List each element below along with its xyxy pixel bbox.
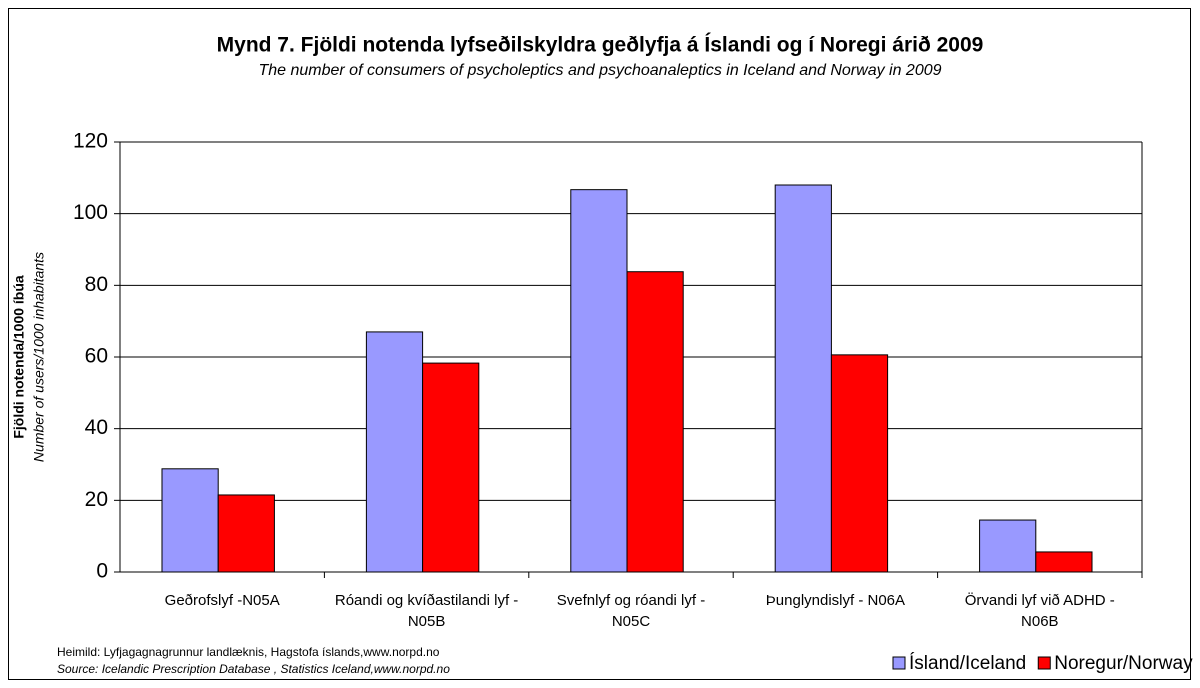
x-tick-label: Svefnlyf og róandi lyf -N05C <box>557 592 705 630</box>
y-tick-label: 120 <box>73 130 108 153</box>
legend-label: Ísland/Iceland <box>909 653 1026 674</box>
legend-swatch <box>1037 656 1051 670</box>
x-tick-label: Þunglyndislyf - N06A <box>766 592 905 609</box>
y-tick-label: 20 <box>85 488 108 511</box>
chart-subtitle: The number of consumers of psycholeptics… <box>258 62 941 79</box>
legend-label: Noregur/Norway <box>1054 653 1193 674</box>
x-tick-label: Örvandi lyf við ADHD -N06B <box>965 591 1115 630</box>
y-axis-label: Fjöldi notenda/1000 íbúa <box>11 275 27 439</box>
chart-title: Mynd 7. Fjöldi notenda lyfseðilskyldra g… <box>217 34 984 57</box>
y-axis-label-en: Number of users/1000 inhabitants <box>31 252 47 462</box>
y-tick-label: 60 <box>85 345 108 368</box>
bar <box>830 354 889 573</box>
legend-swatch <box>892 656 906 670</box>
y-tick-label: 100 <box>73 201 108 224</box>
bar <box>161 468 219 573</box>
y-tick-label: 80 <box>85 273 108 296</box>
bar <box>570 189 628 573</box>
bar <box>365 331 424 573</box>
x-tick-label: Geðrofslyf -N05A <box>165 592 280 609</box>
source-note: Heimild: Lyfjagagnagrunnur landlæknis, H… <box>57 645 440 659</box>
x-tick-label: Róandi og kvíðastilandi lyf -N05B <box>335 592 518 630</box>
bar <box>1035 551 1093 573</box>
y-tick-label: 40 <box>85 416 108 439</box>
source-note-en: Source: Icelandic Prescription Database … <box>57 662 450 676</box>
bar <box>422 362 480 573</box>
bar <box>217 494 275 573</box>
bar <box>774 184 832 573</box>
bar <box>979 519 1037 573</box>
bar <box>626 271 684 573</box>
y-tick-label: 0 <box>96 560 108 583</box>
